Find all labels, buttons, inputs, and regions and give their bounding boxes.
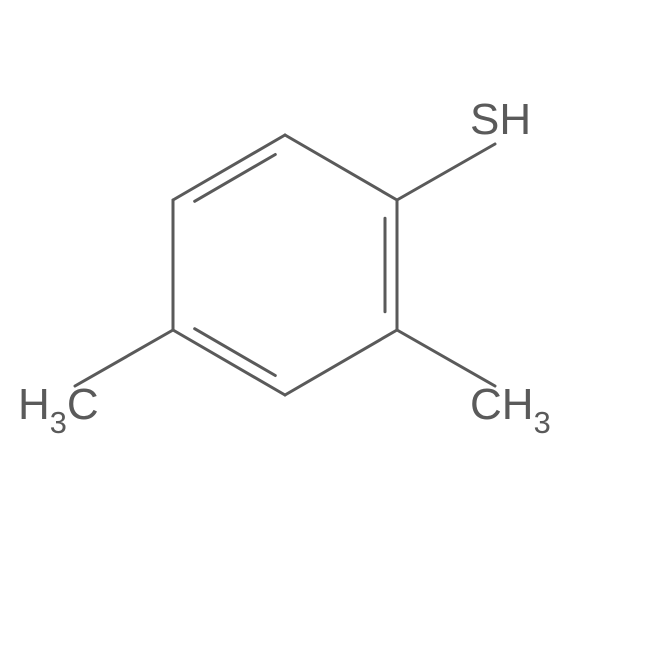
atom-label-thiol: SH	[470, 95, 531, 145]
atom-label-methyl-2: CH3	[470, 380, 551, 437]
molecule-canvas	[0, 0, 663, 660]
atom-label-methyl-4: H3C	[18, 380, 99, 437]
